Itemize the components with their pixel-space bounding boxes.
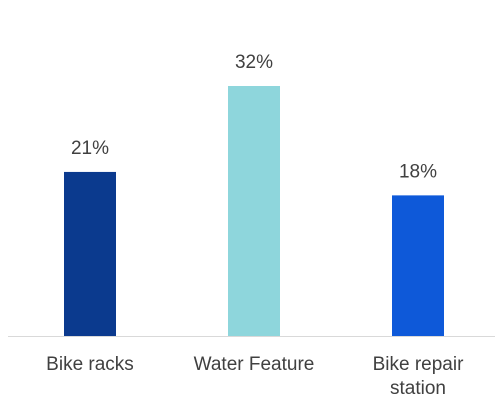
data-label: 32% [235, 52, 273, 73]
data-label: 21% [71, 138, 109, 159]
x-tick-label: Water Feature [193, 354, 315, 375]
bar [228, 86, 280, 336]
bar [64, 171, 116, 336]
x-tick-label: Bike racks [46, 354, 134, 375]
bar [392, 195, 444, 336]
x-tick-label: Bike repair station [372, 354, 464, 399]
data-label: 18% [399, 161, 437, 182]
